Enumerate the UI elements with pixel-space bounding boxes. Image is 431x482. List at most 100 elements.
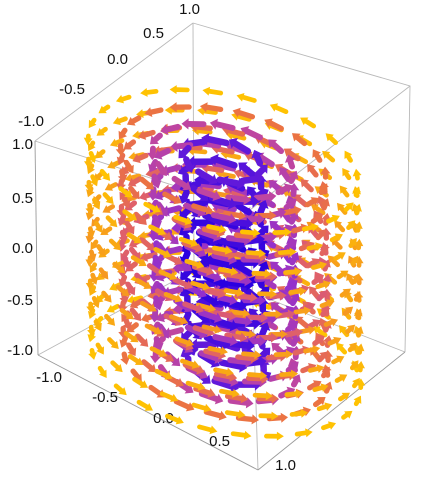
vector-arrow-head — [300, 408, 308, 418]
vector-arrow-shaft — [178, 236, 195, 246]
vector-arrow-head — [322, 150, 331, 159]
vector-arrow-shaft — [286, 150, 301, 162]
vector-arrow-shaft — [206, 88, 224, 96]
vector-arrow-head — [244, 275, 253, 287]
vector-arrow-shaft — [122, 316, 131, 327]
vector-arrow-head — [230, 266, 239, 276]
vector-arrow-shaft — [128, 261, 138, 270]
vector-arrow-head — [127, 177, 137, 187]
vector-arrow-shaft — [157, 323, 168, 336]
vector-arrow-head — [202, 282, 211, 291]
vector-arrow-head — [87, 329, 96, 337]
vector-arrow-head — [169, 235, 179, 245]
vector-arrow-head — [100, 227, 109, 235]
vector-arrow-head — [230, 380, 239, 393]
vector-arrow-head — [290, 369, 299, 379]
vector-arrow-shaft — [181, 188, 190, 201]
vector-arrow-head — [245, 397, 254, 409]
vector-arrow-shaft — [203, 348, 222, 358]
vector-arrow-head — [352, 377, 360, 387]
vector-arrow-shaft — [315, 282, 327, 290]
vector-arrow-head — [117, 265, 126, 274]
vector-arrow-head — [287, 309, 296, 320]
vector-arrows — [83, 85, 366, 441]
vector-arrow-head — [257, 200, 269, 209]
vector-arrow-head — [164, 371, 173, 380]
vector-arrow-shaft — [119, 213, 127, 223]
vector-arrow-head — [90, 241, 99, 250]
vector-arrow-shaft — [125, 281, 134, 292]
vector-arrow-head — [315, 242, 324, 251]
vector-arrow-shaft — [102, 192, 112, 202]
vector-arrow-head — [271, 342, 281, 352]
vector-arrow-shaft — [241, 351, 258, 358]
vector-arrow-head — [185, 402, 195, 412]
vector-arrow-head — [83, 137, 93, 146]
vector-arrow-shaft — [96, 171, 104, 179]
vector-arrow-head — [136, 109, 144, 119]
vector-arrow-head — [198, 328, 208, 339]
vector-arrow-head — [214, 393, 224, 405]
vector-arrow-shaft — [114, 138, 125, 146]
vector-arrow-head — [159, 349, 168, 358]
vector-arrow-head — [346, 272, 354, 282]
vector-arrow-shaft — [101, 290, 110, 300]
vector-arrow-shaft — [239, 229, 256, 236]
vector-arrow-head — [224, 245, 233, 255]
vector-arrow-head — [85, 207, 95, 215]
vector-arrow-shaft — [310, 215, 321, 224]
vector-arrow-head — [126, 225, 135, 235]
vector-arrow-shaft — [203, 334, 226, 348]
vector-arrow-head — [353, 290, 362, 300]
vector-arrow-shaft — [295, 196, 309, 208]
vector-arrow-head — [96, 128, 105, 136]
vector-arrow-shaft — [97, 149, 106, 157]
vector-arrow-head — [334, 233, 343, 242]
vector-arrow-shaft — [126, 139, 137, 148]
vector-arrow-shaft — [122, 209, 134, 219]
vector-arrow-shaft — [202, 212, 225, 226]
vector-arrow-head — [354, 308, 363, 317]
vector-arrow-head — [160, 124, 169, 136]
vector-arrow-shaft — [341, 328, 350, 338]
vector-arrow-shaft — [215, 146, 235, 155]
vector-arrow-shaft — [165, 245, 183, 255]
vector-arrow-head — [143, 281, 152, 289]
vector-arrow-shaft — [225, 194, 248, 203]
vector-arrow-shaft — [341, 412, 350, 420]
vector-arrow-head — [171, 357, 181, 367]
vector-arrow-shaft — [173, 214, 189, 224]
vector-arrow-head — [334, 220, 343, 229]
vector-arrow-shaft — [211, 245, 229, 253]
vector-arrow-head — [132, 130, 140, 140]
vector-arrow-shaft — [112, 261, 123, 272]
vector-arrow-head — [128, 212, 138, 221]
vector-arrow-head — [180, 316, 189, 325]
vector-arrow-head — [350, 255, 359, 265]
vector-arrow-shaft — [258, 154, 275, 168]
vector-arrow-head — [283, 148, 293, 157]
vector-arrow-head — [228, 137, 239, 149]
vector-arrow-head — [312, 345, 321, 354]
vector-arrow-shaft — [111, 160, 122, 168]
vector-arrow-shaft — [225, 152, 242, 160]
vector-arrow-shaft — [353, 190, 360, 198]
vector-arrow-shaft — [201, 226, 221, 236]
vector-arrow-shaft — [196, 128, 213, 135]
vector-arrow-shaft — [118, 152, 126, 162]
vector-arrow-shaft — [185, 380, 202, 389]
vector-arrow-shaft — [217, 237, 243, 248]
vector-arrow-head — [154, 190, 164, 201]
vector-arrow-shaft — [190, 280, 206, 289]
vector-arrow-shaft — [283, 200, 295, 211]
vector-arrow-head — [90, 178, 99, 187]
vector-arrow-shaft — [275, 185, 290, 196]
vector-arrow-shaft — [123, 331, 136, 341]
vector-arrow-shaft — [191, 264, 211, 274]
vector-arrow-head — [238, 210, 247, 221]
vector-arrow-head — [289, 320, 299, 330]
vector-arrow-shaft — [214, 161, 237, 172]
vector-arrow-head — [85, 235, 95, 244]
vector-arrow-shaft — [90, 272, 97, 281]
